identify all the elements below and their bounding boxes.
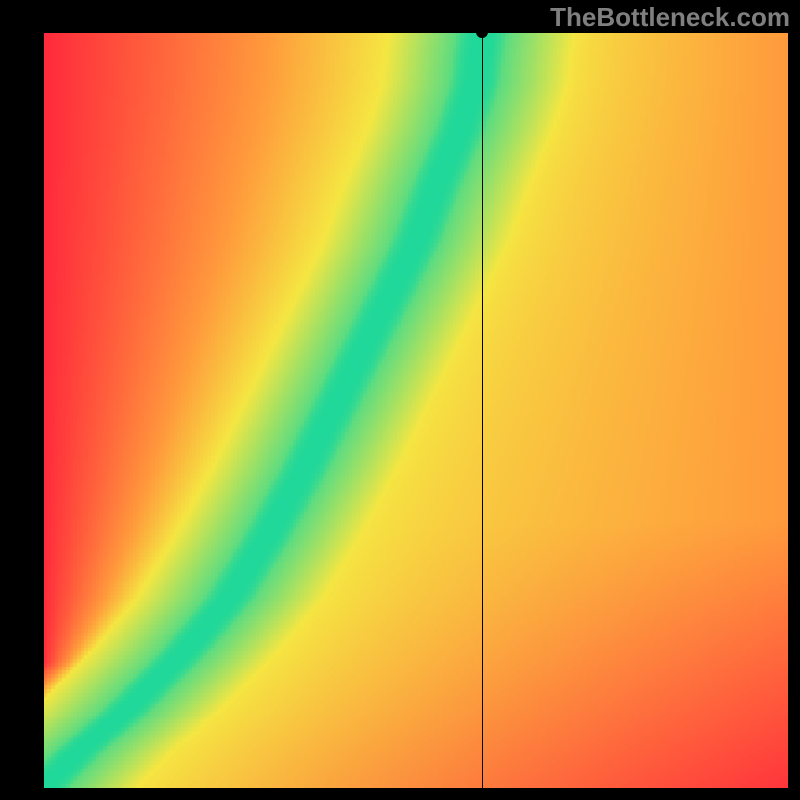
bottleneck-heatmap (44, 32, 788, 788)
crosshair-vertical (482, 32, 483, 788)
watermark-text: TheBottleneck.com (550, 2, 790, 33)
